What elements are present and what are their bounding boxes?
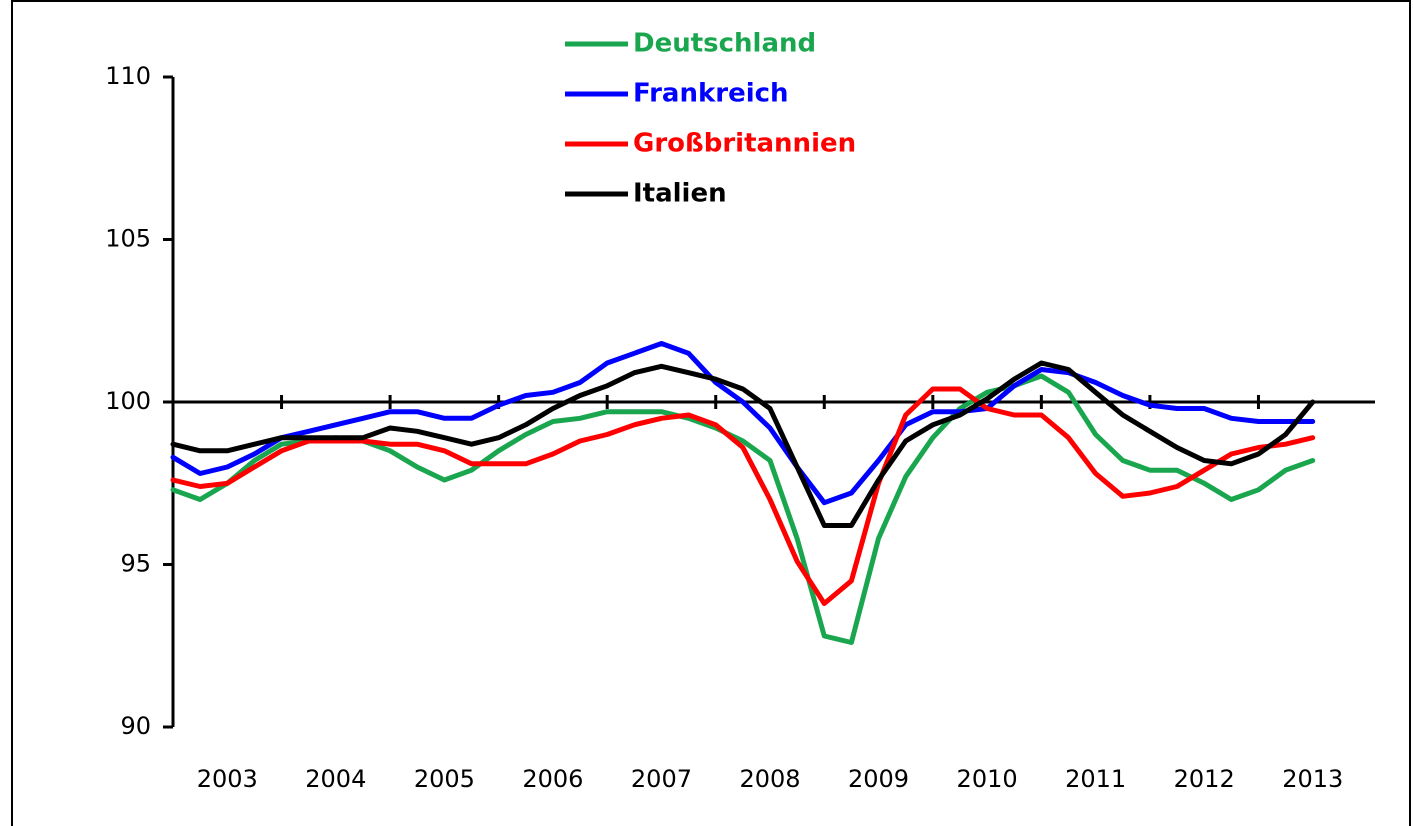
x-tick-label: 2011 [1065,765,1126,793]
x-tick-label: 2010 [957,765,1018,793]
x-tick-label: 2009 [848,765,909,793]
x-tick-label: 2006 [522,765,583,793]
x-tick-label: 2004 [305,765,366,793]
x-tick-label: 2008 [739,765,800,793]
y-tick-label: 100 [105,387,151,415]
x-tick-label: 2013 [1282,765,1343,793]
y-tick-label: 105 [105,225,151,253]
y-tick-label: 110 [105,62,151,90]
series-line [170,386,1316,606]
series-line [170,373,1316,645]
series-line [170,341,1316,506]
y-tick-label: 95 [120,550,151,578]
legend-label: Deutschland [633,29,816,59]
y-tick-label: 90 [120,712,151,740]
frame [11,0,1411,826]
x-tick-label: 2003 [197,765,258,793]
legend-label: Großbritannien [633,129,856,159]
x-tick-label: 2005 [414,765,475,793]
series-line [170,360,1316,528]
x-tick-label: 2012 [1174,765,1235,793]
x-tick-label: 2007 [631,765,692,793]
legend-label: Frankreich [633,79,789,109]
legend-label: Italien [633,179,727,209]
